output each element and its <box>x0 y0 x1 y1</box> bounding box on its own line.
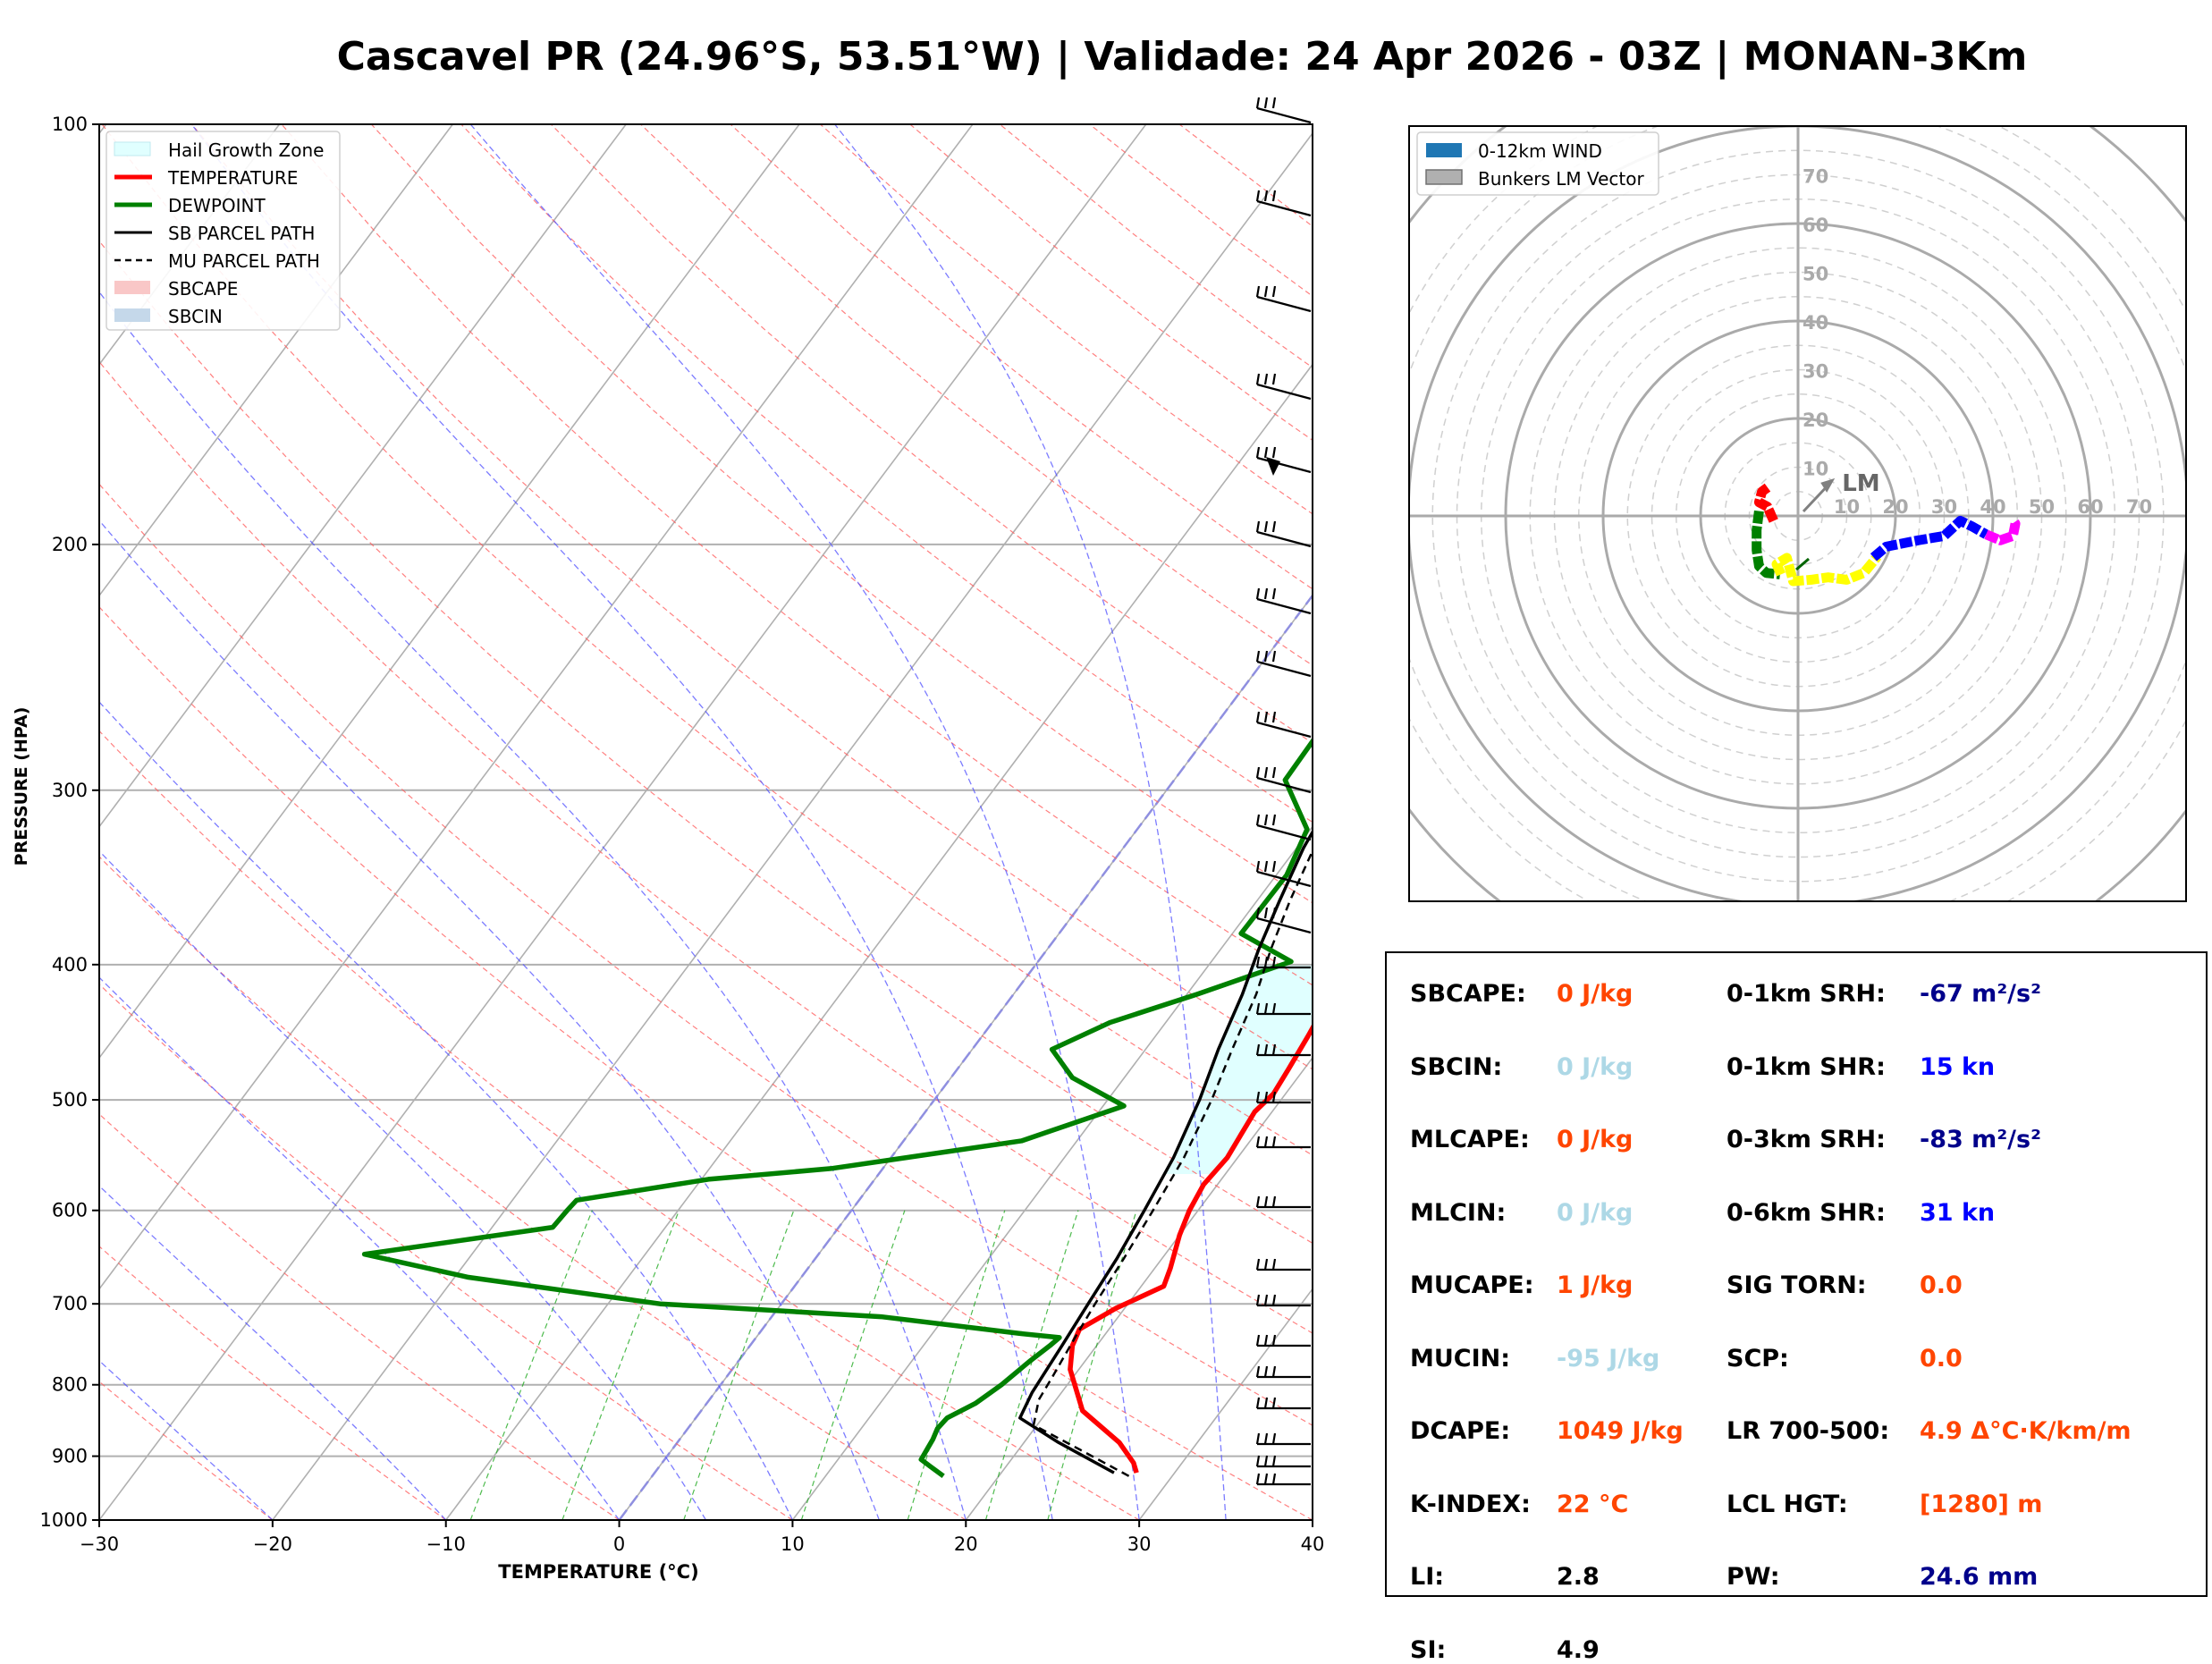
param-value: 24.6 mm <box>1920 1563 2038 1591</box>
param-label: 0-3km SRH: <box>1727 1126 1886 1153</box>
hodo-ring-label: 10 <box>1803 459 1828 480</box>
hodo-wind-segment <box>1873 520 1986 557</box>
hodograph-legend: 0-12km WIND Bunkers LM Vector <box>1417 132 1659 195</box>
hodo-ring-label: 30 <box>1931 496 1957 518</box>
hodo-ring <box>1213 0 2212 1101</box>
hodo-ring-label: 10 <box>1834 496 1860 518</box>
param-label: MLCIN: <box>1410 1199 1506 1227</box>
param-value: 0 J/kg <box>1557 980 1633 1008</box>
param-value: 0.0 <box>1920 1345 1963 1373</box>
hodo-legend-swatch <box>1426 170 1462 184</box>
param-value: 31 kn <box>1920 1199 1995 1227</box>
param-label: SBCAPE: <box>1410 980 1526 1008</box>
param-label: MLCAPE: <box>1410 1126 1530 1153</box>
parameters-panel: SBCAPE: 0 J/kg SBCIN: 0 J/kg MLCAPE: 0 J/kg ML… <box>1385 951 2208 1597</box>
param-label: LR 700-500: <box>1727 1417 1889 1445</box>
hodo-ring-label: 60 <box>1803 215 1828 236</box>
param-value: 0 J/kg <box>1557 1199 1633 1227</box>
param-label: LCL HGT: <box>1727 1491 1848 1518</box>
param-label: SBCIN: <box>1410 1053 1502 1081</box>
hodo-ring-label: 70 <box>2126 496 2152 518</box>
param-value: 22 °C <box>1557 1491 1628 1518</box>
hodo-ring-label: 70 <box>1803 166 1828 188</box>
lm-label: LM <box>1842 470 1879 497</box>
hodo-legend-swatch <box>1426 143 1462 157</box>
param-value: 0 J/kg <box>1557 1053 1633 1081</box>
param-value: -83 m²/s² <box>1920 1126 2041 1153</box>
hodo-wind-segment <box>1986 520 2015 540</box>
hodo-ring-label: 30 <box>1803 361 1828 383</box>
hodo-ring-label: 60 <box>2077 496 2103 518</box>
param-label: MUCAPE: <box>1410 1271 1534 1299</box>
hodo-ring-label: 40 <box>1803 312 1828 334</box>
param-value: -67 m²/s² <box>1920 980 2041 1008</box>
hodo-ring-label: 20 <box>1882 496 1908 518</box>
param-label: SIG TORN: <box>1727 1271 1867 1299</box>
param-label: 0-1km SHR: <box>1727 1053 1886 1081</box>
hodo-wind-segment <box>1777 556 1878 581</box>
param-value: 1049 J/kg <box>1557 1417 1684 1445</box>
param-value: 4.9 Δ°C·K/km/m <box>1920 1417 2132 1445</box>
param-value: 0 J/kg <box>1557 1126 1633 1153</box>
param-label: K-INDEX: <box>1410 1491 1531 1518</box>
hodo-ring-label: 40 <box>1980 496 2005 518</box>
param-value: 4.9 <box>1557 1636 1600 1664</box>
param-label: LI: <box>1410 1563 1444 1591</box>
param-value: 0.0 <box>1920 1271 1963 1299</box>
hodograph-plot-area <box>1213 0 2212 1101</box>
hodo-legend-label: Bunkers LM Vector <box>1478 168 1645 190</box>
param-label: 0-6km SHR: <box>1727 1199 1886 1227</box>
param-label: 0-1km SRH: <box>1727 980 1886 1008</box>
param-value: -95 J/kg <box>1557 1345 1659 1373</box>
param-value: 15 kn <box>1920 1053 1995 1081</box>
param-value: [1280] m <box>1920 1491 2042 1518</box>
param-label: SI: <box>1410 1636 1446 1664</box>
hodo-ring-label: 20 <box>1803 410 1828 431</box>
param-label: DCAPE: <box>1410 1417 1510 1445</box>
param-value: 1 J/kg <box>1557 1271 1633 1299</box>
param-label: PW: <box>1727 1563 1780 1591</box>
hodo-legend-label: 0-12km WIND <box>1478 140 1602 162</box>
hodo-ring-label: 50 <box>1803 264 1828 285</box>
param-label: SCP: <box>1727 1345 1789 1373</box>
param-value: 2.8 <box>1557 1563 1600 1591</box>
param-label: MUCIN: <box>1410 1345 1510 1373</box>
hodo-ring-label: 50 <box>2029 496 2055 518</box>
